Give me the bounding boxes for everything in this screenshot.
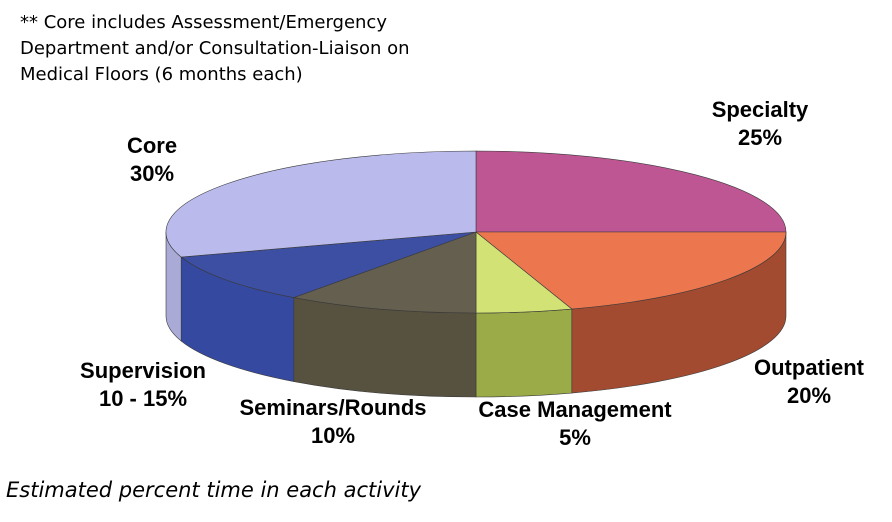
chart-note: ** Core includes Assessment/Emergency De… [20,12,410,85]
label-core-value: 30% [129,161,175,186]
slice-outpatient [475,231,787,310]
label-outpatient-value: 20% [786,383,832,408]
label-case-management: Case Management 5% [455,396,695,452]
slice-core [165,150,477,258]
slice-seminars-rounds [292,231,477,314]
pie-side-walls [165,231,787,398]
label-core-name: Core [126,133,178,158]
label-specialty-value: 25% [737,125,783,150]
label-specialty-name: Specialty [711,97,809,122]
label-outpatient: Outpatient 20% [734,354,884,410]
label-core: Core 30% [102,132,202,188]
chart-footer: Estimated percent time in each activity [6,478,421,502]
label-outpatient-name: Outpatient [754,355,864,380]
label-supervision: Supervision 10 - 15% [58,357,228,413]
slice-specialty [475,150,787,233]
label-case-management-value: 5% [559,425,591,450]
label-specialty: Specialty 25% [690,96,830,152]
label-seminars-rounds-value: 10% [310,423,356,448]
label-seminars-rounds: Seminars/Rounds 10% [218,394,448,450]
label-seminars-rounds-name: Seminars/Rounds [239,395,427,420]
side-wall-case-management [475,308,573,398]
label-supervision-value: 10 - 15% [98,386,188,411]
label-supervision-name: Supervision [80,358,206,383]
label-case-management-name: Case Management [478,397,672,422]
slice-supervision [180,231,477,298]
pie-top-faces [165,150,787,314]
